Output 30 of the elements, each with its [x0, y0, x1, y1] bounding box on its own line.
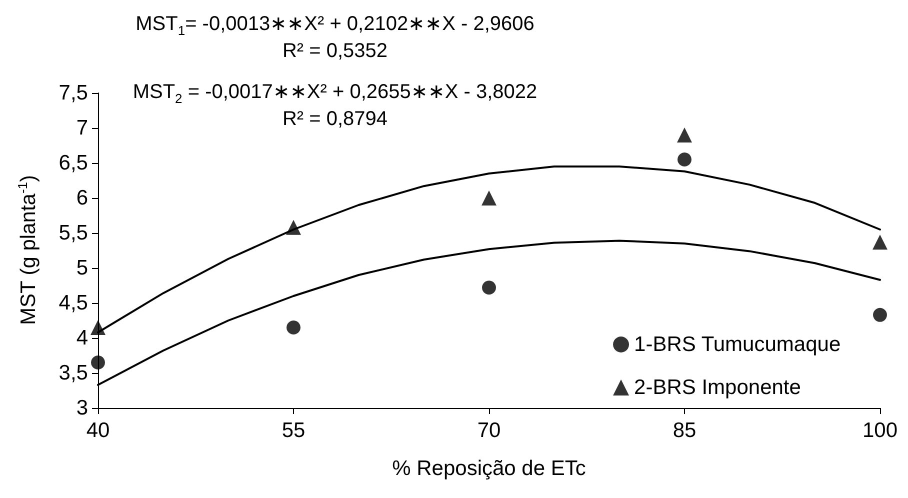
y-tick-label: 5,5: [58, 222, 88, 244]
point: [872, 234, 888, 250]
y-tick-label: 7: [76, 116, 88, 140]
y-tick-label: 4: [76, 326, 88, 350]
point: [677, 128, 692, 142]
y-tick-label: 5: [76, 256, 88, 280]
x-tick-label: 70: [477, 419, 501, 442]
annotation: MST$_{2}$ = -0,0017∗∗X² + 0,2655∗∗X - 3,8022: [132, 81, 538, 106]
point: [482, 190, 496, 206]
x-tick-label: 100: [862, 419, 898, 442]
point: [873, 308, 887, 322]
x-tick-label: 55: [282, 419, 306, 442]
text: R² = 0,5352: [282, 40, 388, 62]
point: [286, 320, 300, 334]
y-tick-label: 6,5: [58, 152, 88, 174]
x-axis-title: % Reposição de ETc: [392, 457, 586, 480]
y-tick-label: 6: [76, 186, 88, 210]
annotation: R² = 0,8794: [282, 108, 388, 130]
legend-label: 1-BRS Tumucumaque: [634, 333, 841, 356]
x-tick-label: 40: [86, 419, 110, 442]
y-tick-label: 3: [76, 396, 88, 420]
point: [482, 280, 496, 295]
y-tick-label: 3,5: [58, 362, 88, 384]
y-tick-label: 7,5: [58, 82, 88, 104]
point: [91, 356, 105, 370]
point: [678, 152, 692, 166]
y-tick-label: 4,5: [58, 292, 88, 314]
x-tick-label: 85: [672, 419, 696, 442]
text: MST$_{1}$= -0,0013∗∗X² + 0,2102∗∗X - 2,9606: [136, 13, 534, 38]
legend-label: 2-BRS Imponente: [634, 376, 801, 399]
